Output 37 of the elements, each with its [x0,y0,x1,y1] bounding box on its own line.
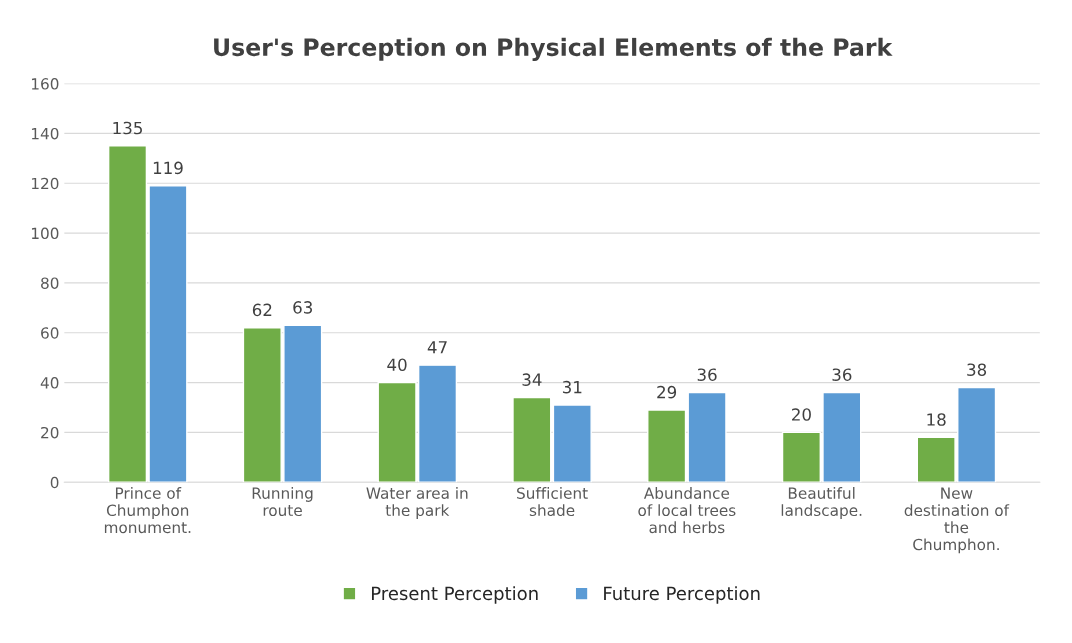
x-tick-label: New destination of the Chumphon. [904,487,1010,554]
bar [647,409,687,483]
bar [687,391,727,483]
data-label: 18 [927,413,946,426]
y-tick-label: 40 [40,377,59,389]
data-label: 135 [113,121,142,135]
y-tick-label: 20 [41,426,59,439]
x-tick-label: Sufficient shade [517,487,588,517]
x-tick-label: Abundance of local trees and herbs [638,487,736,534]
y-tick-label: 60 [41,327,59,339]
data-label: 38 [967,363,987,377]
data-label: 40 [387,358,407,372]
y-tick-label: 0 [50,476,59,489]
data-label: 20 [792,408,811,421]
data-label: 62 [252,303,272,317]
data-label: 47 [427,341,447,354]
x-tick-label: Water area in the park [366,487,468,519]
bar [512,396,552,483]
y-tick-label: 140 [31,127,59,140]
data-label: 36 [832,368,852,381]
x-tick-label: Beautiful landscape. [781,487,862,519]
data-label: 29 [657,385,677,399]
legend-label: Future Perception [604,586,760,604]
y-tick-label: 120 [31,177,59,190]
data-label: 119 [153,161,183,175]
bar [552,404,592,483]
y-tick-label: 80 [41,277,59,289]
chart-title: User's Perception on Physical Elements of the Park [214,37,893,61]
data-label: 34 [522,373,542,386]
legend-label: Present Perception [372,586,538,604]
data-label: 31 [562,380,582,394]
x-tick-label: Running route [252,487,313,517]
y-tick-label: 100 [31,227,59,240]
data-label: 36 [697,368,717,381]
y-tick-label: 160 [31,78,59,90]
x-tick-label: Prince of Chumphon monument. [104,487,191,534]
data-label: 63 [293,301,313,314]
